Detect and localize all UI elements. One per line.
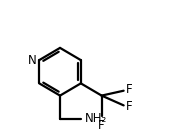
Text: N: N — [28, 54, 37, 67]
Text: F: F — [126, 100, 133, 113]
Text: F: F — [126, 83, 133, 96]
Text: NH₂: NH₂ — [84, 112, 107, 125]
Text: F: F — [98, 119, 105, 132]
